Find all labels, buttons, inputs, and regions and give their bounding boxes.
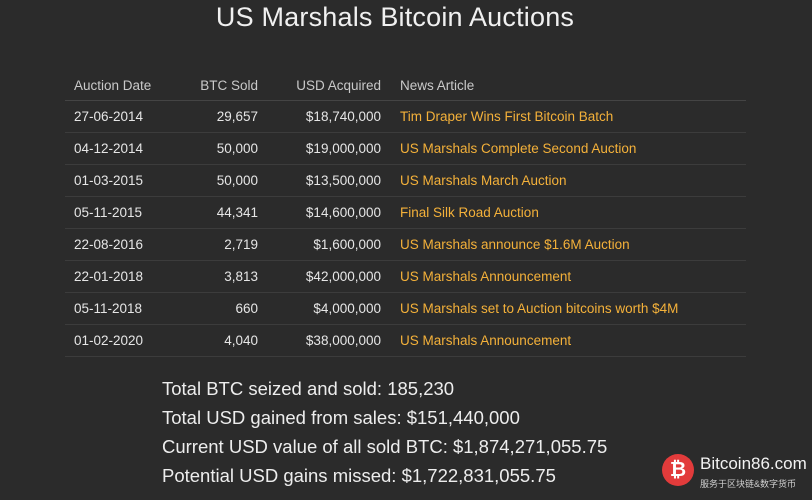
table-row: 04-12-2014 50,000 $19,000,000 US Marshals C…: [65, 133, 746, 165]
news-article-link[interactable]: US Marshals Announcement: [400, 333, 572, 348]
cell-btc-sold: 50,000: [216, 141, 258, 156]
summary-total-btc: Total BTC seized and sold: 185,230: [162, 378, 455, 399]
summary-total-usd: Total USD gained from sales: $151,440,00…: [162, 407, 520, 428]
cell-btc-sold: 660: [235, 301, 258, 316]
cell-usd-acquired: $38,000,000: [305, 333, 381, 348]
table-row: 22-08-2016 2,719 $1,600,000 US Marshals ann…: [65, 229, 746, 261]
summary-block: Total BTC seized and sold: 185,230 Total…: [162, 374, 607, 490]
watermark-tagline: 服务于区块链&数字货币: [700, 479, 797, 489]
table-row: 27-06-2014 29,657 $18,740,000 Tim Draper Wi…: [65, 101, 746, 133]
cell-auction-date: 05-11-2015: [74, 205, 143, 220]
bitcoin-logo-icon: ₿: [662, 454, 694, 486]
table-row: 01-03-2015 50,000 $13,500,000 US Marshals M…: [65, 165, 746, 197]
news-article-link[interactable]: US Marshals March Auction: [400, 173, 567, 188]
cell-btc-sold: 29,657: [216, 109, 258, 124]
news-article-link[interactable]: US Marshals set to Auction bitcoins wort…: [400, 301, 679, 316]
cell-btc-sold: 50,000: [216, 173, 258, 188]
header-btc-sold: BTC Sold: [200, 77, 258, 93]
table-body: 27-06-2014 29,657 $18,740,000 Tim Draper Wi…: [65, 101, 746, 357]
cell-auction-date: 27-06-2014: [74, 109, 144, 124]
watermark: ₿ Bitcoin86.com 服务于区块链&数字货币: [660, 452, 812, 500]
cell-btc-sold: 2,719: [224, 237, 258, 252]
summary-missed-gains: Potential USD gains missed: $1,722,831,0…: [162, 465, 556, 486]
cell-usd-acquired: $19,000,000: [305, 141, 381, 156]
table-row: 01-02-2020 4,040 $38,000,000 US Marshals An…: [65, 325, 746, 357]
table-row: 05-11-2015 44,341 $14,600,000 Final Silk Ro…: [65, 197, 746, 229]
table-row: 05-11-2018 660 $4,000,000 US Marshals set t…: [65, 293, 746, 325]
cell-auction-date: 01-02-2020: [74, 333, 144, 348]
table-header-row: Auction Date BTC Sold USD Acquired News …: [65, 70, 746, 101]
cell-auction-date: 05-11-2018: [74, 301, 143, 316]
summary-current-value: Current USD value of all sold BTC: $1,87…: [162, 436, 608, 457]
cell-usd-acquired: $4,000,000: [313, 301, 381, 316]
auctions-table: Auction Date BTC Sold USD Acquired News …: [65, 70, 746, 357]
cell-btc-sold: 4,040: [224, 333, 258, 348]
cell-btc-sold: 3,813: [224, 269, 258, 284]
header-news-article: News Article: [400, 77, 475, 93]
watermark-name: Bitcoin86.com: [700, 454, 807, 473]
header-usd-acquired: USD Acquired: [296, 77, 381, 93]
news-article-link[interactable]: US Marshals Complete Second Auction: [400, 141, 637, 156]
cell-btc-sold: 44,341: [216, 205, 258, 220]
news-article-link[interactable]: US Marshals Announcement: [400, 269, 572, 284]
table-row: 22-01-2018 3,813 $42,000,000 US Marshals An…: [65, 261, 746, 293]
cell-auction-date: 01-03-2015: [74, 173, 144, 188]
news-article-link[interactable]: Final Silk Road Auction: [400, 205, 539, 220]
cell-usd-acquired: $14,600,000: [305, 205, 381, 220]
news-article-link[interactable]: US Marshals announce $1.6M Auction: [400, 237, 630, 252]
page-title: US Marshals Bitcoin Auctions: [215, 2, 575, 32]
cell-auction-date: 04-12-2014: [74, 141, 144, 156]
cell-auction-date: 22-01-2018: [74, 269, 144, 284]
news-article-link[interactable]: Tim Draper Wins First Bitcoin Batch: [400, 109, 614, 124]
cell-usd-acquired: $1,600,000: [313, 237, 381, 252]
cell-usd-acquired: $13,500,000: [305, 173, 381, 188]
cell-usd-acquired: $18,740,000: [305, 109, 381, 124]
header-auction-date: Auction Date: [74, 77, 152, 93]
cell-usd-acquired: $42,000,000: [305, 269, 381, 284]
cell-auction-date: 22-08-2016: [74, 237, 144, 252]
